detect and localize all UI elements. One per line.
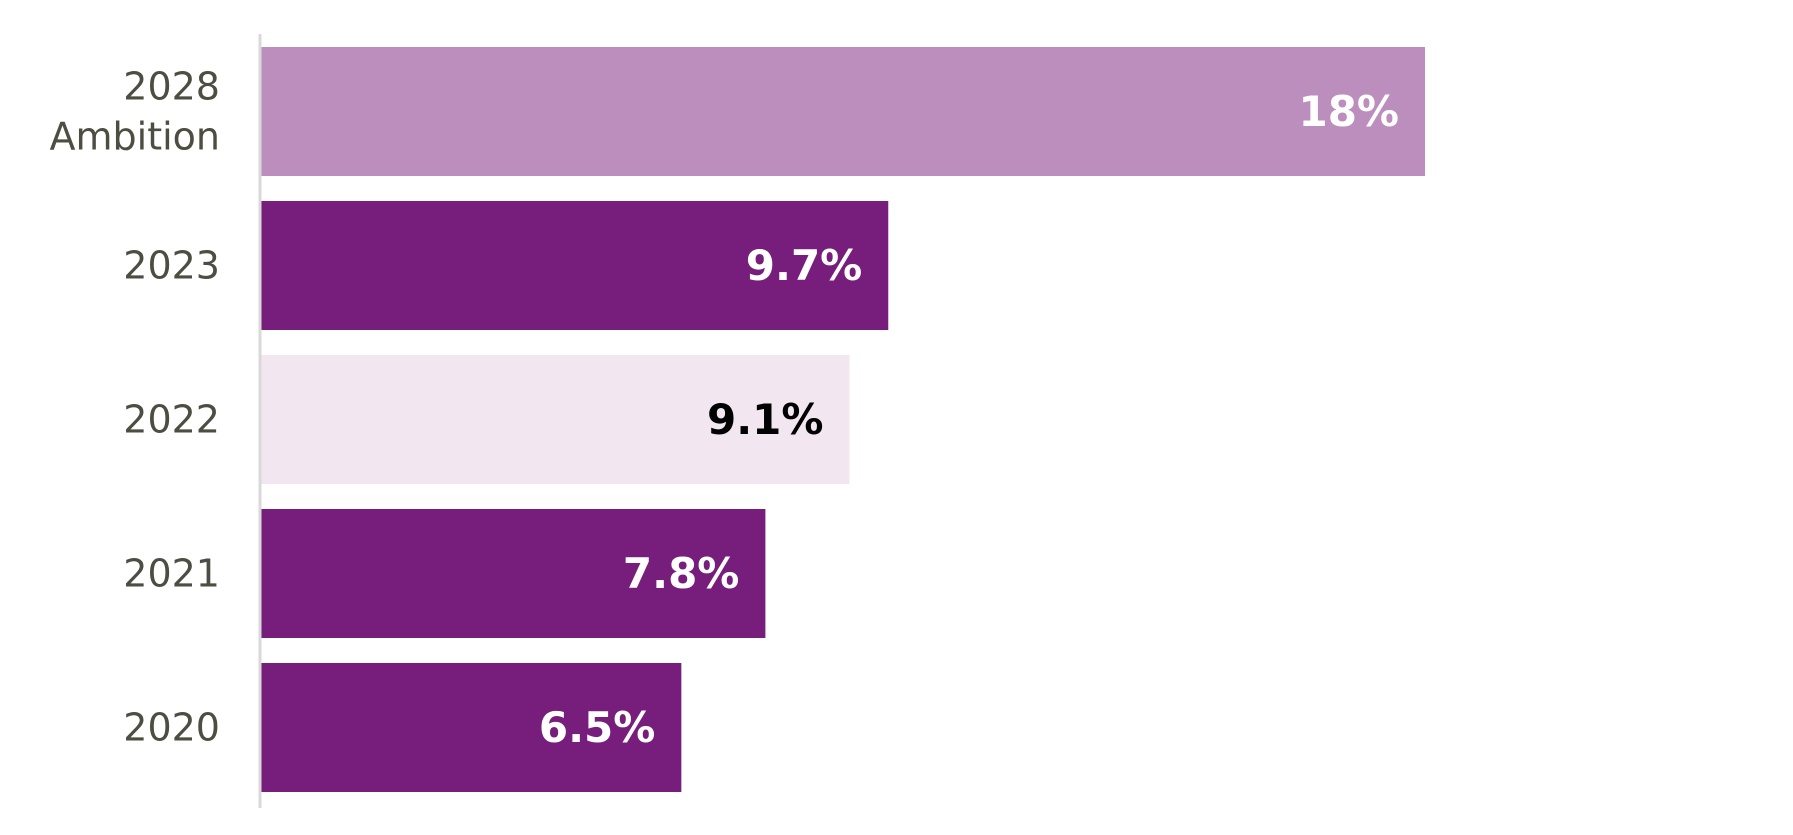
value-label: 9.7% — [746, 241, 862, 290]
category-label-line: 2023 — [123, 244, 220, 288]
category-label-line: 2020 — [123, 706, 220, 750]
category-label-line: 2028 — [123, 65, 220, 109]
value-labels-group: 18% 9.7% 9.1% 7.8% 6.5% — [539, 87, 1399, 752]
category-label: 2022 — [123, 398, 220, 442]
category-label: 2021 — [123, 552, 220, 596]
bar-2028-ambition — [261, 47, 1425, 176]
category-label: 2023 — [123, 244, 220, 288]
category-label-line: 2021 — [123, 552, 220, 596]
bar-2020 — [261, 663, 682, 792]
category-labels-group: 2028 Ambition 2023 2022 2021 2020 — [50, 65, 220, 750]
category-label: 2028 Ambition — [50, 65, 220, 159]
bar-2021 — [261, 509, 766, 638]
category-label-line: 2022 — [123, 398, 220, 442]
category-label-line: Ambition — [50, 115, 220, 159]
value-label: 7.8% — [623, 549, 739, 598]
value-label: 6.5% — [539, 703, 655, 752]
value-label: 18% — [1298, 87, 1399, 136]
category-label: 2020 — [123, 706, 220, 750]
bar-2023 — [261, 201, 889, 330]
value-label: 9.1% — [707, 395, 823, 444]
bar-2022 — [261, 355, 850, 484]
bars-group — [261, 47, 1425, 792]
